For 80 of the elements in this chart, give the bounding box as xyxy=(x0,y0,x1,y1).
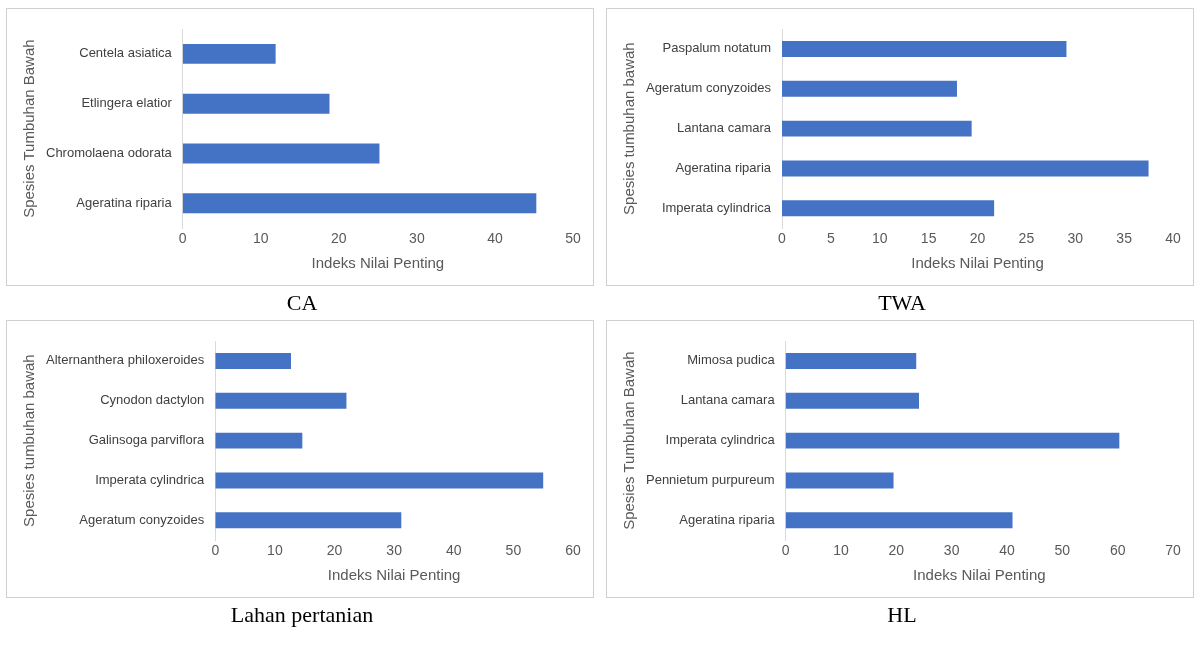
x-tick-label: 20 xyxy=(331,230,347,247)
text: Lahan pertanian xyxy=(229,601,375,629)
bar xyxy=(182,93,330,114)
x-tick-label: 20 xyxy=(326,542,343,559)
bar xyxy=(782,40,1067,57)
x-tick-label: 50 xyxy=(1054,542,1071,559)
x-axis-title: Indeks Nilai Penting xyxy=(913,566,1046,584)
x-tick-label: 30 xyxy=(943,542,960,559)
x-tick-label: 40 xyxy=(445,542,462,559)
x-axis-title: Indeks Nilai Penting xyxy=(311,254,445,272)
y-tick-label: Centela asiatica xyxy=(79,45,173,61)
bar xyxy=(215,472,544,489)
y-tick-label: Cynodon dactylon xyxy=(100,392,205,408)
x-tick-label: 5 xyxy=(826,230,835,247)
x-tick-label: 0 xyxy=(211,542,220,559)
text: HL xyxy=(886,601,918,629)
y-tick-label: Imperata cylindrica xyxy=(661,199,772,215)
bar xyxy=(785,512,1013,529)
y-tick-label: Ageratum conyzoides xyxy=(646,80,772,96)
x-tick-label: 15 xyxy=(920,230,937,247)
bar xyxy=(215,432,303,449)
bar xyxy=(785,392,919,409)
x-tick-label: 30 xyxy=(1067,230,1084,247)
bar xyxy=(215,512,402,529)
x-tick-label: 20 xyxy=(888,542,905,559)
bar xyxy=(215,352,291,369)
x-tick-label: 10 xyxy=(871,230,888,247)
bar xyxy=(182,143,380,164)
y-axis-title: Spesies Tumbuhan Bawah xyxy=(620,351,638,530)
y-tick-label: Ageratina riparia xyxy=(675,160,772,176)
x-tick-label: 25 xyxy=(1018,230,1035,247)
bar xyxy=(785,432,1120,449)
x-tick-label: 10 xyxy=(267,542,283,559)
y-tick-label: Ageratum conyzoides xyxy=(79,511,205,527)
x-tick-label: 0 xyxy=(778,230,787,247)
bar xyxy=(782,120,972,137)
text: TWA xyxy=(877,289,927,317)
bar xyxy=(182,43,276,64)
x-tick-label: 30 xyxy=(386,542,403,559)
bar xyxy=(782,160,1149,177)
x-tick-label: 0 xyxy=(178,230,187,247)
bar xyxy=(782,80,957,97)
y-tick-label: Lantana camara xyxy=(680,392,776,408)
x-tick-label: 35 xyxy=(1116,230,1133,247)
y-tick-label: Alternanthera philoxeroides xyxy=(45,352,205,368)
y-tick-label: Mimosa pudica xyxy=(687,352,776,368)
x-tick-label: 10 xyxy=(833,542,849,559)
y-tick-label: Imperata cylindrica xyxy=(665,432,776,448)
y-tick-label: Lantana camara xyxy=(677,120,772,136)
x-axis-title: Indeks Nilai Penting xyxy=(911,254,1044,272)
bar xyxy=(782,200,995,217)
y-tick-label: Ageratina riparia xyxy=(679,511,776,527)
y-axis-title: Spesies tumbuhan bawah xyxy=(20,354,38,527)
bar xyxy=(785,352,917,369)
y-tick-label: Etlingera elatior xyxy=(81,95,173,111)
x-axis-title: Indeks Nilai Penting xyxy=(327,566,461,584)
x-tick-label: 40 xyxy=(487,230,503,247)
y-tick-label: Paspalum notatum xyxy=(662,40,772,56)
x-tick-label: 20 xyxy=(969,230,986,247)
y-tick-label: Galinsoga parviflora xyxy=(88,432,206,448)
bar xyxy=(182,193,537,214)
x-tick-label: 50 xyxy=(505,542,522,559)
x-tick-label: 10 xyxy=(253,230,269,247)
x-tick-label: 40 xyxy=(999,542,1015,559)
bar xyxy=(785,472,894,489)
text: CA xyxy=(285,289,319,317)
x-tick-label: 50 xyxy=(565,230,581,247)
bar xyxy=(215,392,347,409)
x-tick-label: 30 xyxy=(409,230,425,247)
y-axis-title: Spesies tumbuhan bawah xyxy=(620,42,638,215)
y-tick-label: Imperata cylindrica xyxy=(95,472,206,488)
x-tick-label: 70 xyxy=(1165,542,1181,559)
y-tick-label: Chromolaena odorata xyxy=(46,145,173,161)
y-tick-label: Ageratina riparia xyxy=(76,194,173,210)
x-tick-label: 60 xyxy=(1109,542,1126,559)
x-tick-label: 40 xyxy=(1165,230,1181,247)
x-tick-label: 0 xyxy=(781,542,790,559)
y-axis-title: Spesies Tumbuhan Bawah xyxy=(20,39,38,218)
x-tick-label: 60 xyxy=(565,542,581,559)
y-tick-label: Pennietum purpureum xyxy=(645,472,775,488)
